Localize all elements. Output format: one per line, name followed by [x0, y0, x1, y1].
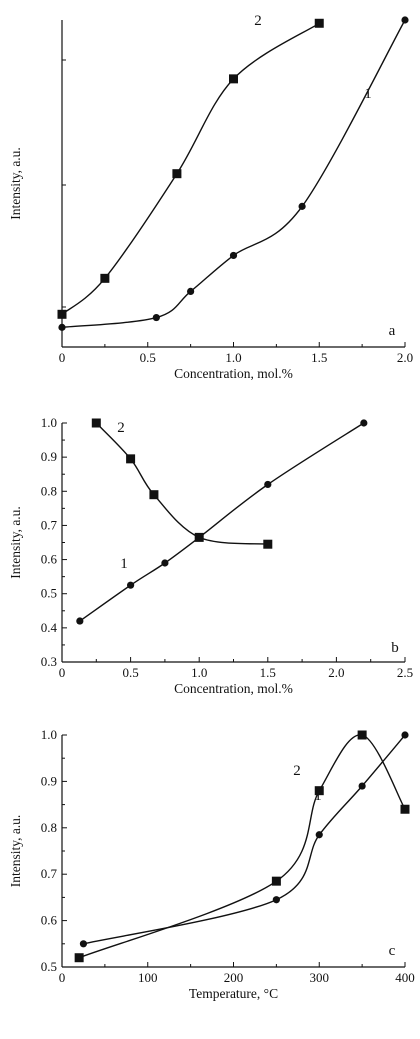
chart-b-x-tick-label: 2.5: [397, 665, 413, 680]
chart-a-series-1-point: [229, 251, 238, 260]
chart-b-series-2-point: [149, 490, 159, 500]
chart-a-x-tick-label: 0: [59, 350, 66, 365]
chart-b-y-tick-label: 1.0: [41, 415, 57, 430]
chart-a-x-tick-label: 2.0: [397, 350, 413, 365]
chart-c-series-2-point: [314, 786, 324, 796]
chart-a-series-2-point: [172, 169, 182, 179]
chart-b-series-1-point: [127, 581, 135, 589]
chart-b-y-tick-label: 0.9: [41, 449, 57, 464]
chart-c-panel-label: c: [389, 943, 396, 959]
chart-b-series-1-point: [360, 419, 368, 427]
chart-a-x-axis-label: Concentration, mol.%: [174, 366, 293, 381]
chart-c-series-1-point: [79, 940, 88, 948]
chart-a-series-1-point: [187, 287, 195, 296]
chart-c-x-tick-label: 100: [138, 970, 158, 985]
chart-c-y-tick-label: 0.6: [41, 913, 58, 928]
chart-b-x-tick-label: 0.5: [122, 665, 138, 680]
chart-b-y-tick-label: 0.5: [41, 586, 57, 601]
chart-c-series-2-point: [357, 730, 367, 740]
chart-c-series-2-point: [271, 876, 281, 886]
chart-b-y-tick-label: 0.3: [41, 654, 57, 669]
chart-b-series-2-point: [194, 532, 204, 542]
chart-c-series-1-point: [358, 782, 366, 790]
chart-c-series-1-point: [401, 731, 409, 739]
chart-b-series-2-point: [91, 418, 101, 428]
chart-a-series-1-line: [61, 19, 406, 329]
chart-b-series-label: 1: [120, 556, 128, 572]
chart-c-y-tick-label: 1.0: [41, 727, 57, 742]
chart-b-series-2-point: [126, 454, 136, 464]
chart-b-series-1-point: [264, 480, 272, 489]
chart-a-series-label: 1: [364, 86, 372, 102]
chart-b-y-tick-label: 0.4: [41, 620, 58, 635]
chart-c-series-2-line: [78, 734, 406, 959]
chart-c-x-tick-label: 300: [310, 970, 330, 985]
chart-a-series-2-point: [100, 273, 110, 283]
chart-c-series-label: 2: [293, 763, 301, 779]
chart-c-x-axis-label: Temperature, °C: [189, 986, 278, 1001]
chart-c-series-2-point: [74, 953, 84, 963]
chart-b-x-axis-label: Concentration, mol.%: [174, 681, 293, 696]
chart-b-series-1-point: [76, 617, 84, 625]
chart-a-panel-label: a: [389, 323, 396, 339]
chart-c-series-2-point: [400, 804, 410, 814]
chart-b-y-axis-label: Intensity, a.u.: [8, 506, 23, 579]
chart-c-series-label: 1: [314, 788, 322, 804]
chart-b-series-2-line: [95, 422, 268, 545]
chart-b-series-1-line: [79, 422, 365, 622]
chart-a-x-tick-label: 0.5: [140, 350, 156, 365]
chart-b-x-tick-label: 2.0: [328, 665, 344, 680]
chart-a-series-1-point: [152, 313, 160, 322]
chart-b-x-tick-label: 1.5: [260, 665, 276, 680]
chart-a-series-label: 2: [254, 13, 262, 29]
chart-a-series-1-point: [58, 323, 66, 331]
chart-a-series-1-point: [298, 202, 306, 210]
chart-a-y-axis-label: Intensity, a.u.: [8, 147, 23, 220]
chart-a-series-1-point: [401, 16, 409, 24]
chart-b-x-tick-label: 1.0: [191, 665, 207, 680]
chart-b-y-tick-label: 0.6: [41, 552, 58, 567]
chart-a-series-2-line: [61, 22, 320, 315]
chart-a-x-tick-label: 1.0: [225, 350, 241, 365]
chart-b-x-tick-label: 0: [59, 665, 66, 680]
chart-c-series-1-point: [272, 896, 280, 904]
chart-b-y-tick-label: 0.7: [41, 517, 58, 532]
chart-b-y-tick-label: 0.8: [41, 483, 57, 498]
chart-c-series-1-line: [83, 734, 406, 945]
chart-c-y-tick-label: 0.8: [41, 820, 57, 835]
chart-b-series-1-point: [161, 559, 169, 567]
chart-c-x-tick-label: 0: [59, 970, 66, 985]
chart-a-series-2-point: [229, 74, 238, 84]
chart-b-series-label: 2: [117, 420, 125, 436]
chart-c-y-tick-label: 0.9: [41, 773, 57, 788]
chart-c-y-axis-label: Intensity, a.u.: [8, 815, 23, 888]
chart-a-series-2-point: [314, 18, 324, 28]
chart-c-y-tick-label: 0.7: [41, 866, 58, 881]
chart-b-panel-label: b: [391, 640, 399, 656]
chart-b-series-2-point: [263, 539, 273, 549]
chart-a-series-2-point: [57, 309, 67, 319]
chart-c-series-1-point: [315, 831, 323, 839]
chart-c-x-tick-label: 400: [395, 970, 415, 985]
chart-c-y-tick-label: 0.5: [41, 959, 57, 974]
chart-c-x-tick-label: 200: [224, 970, 244, 985]
chart-a-x-tick-label: 1.5: [311, 350, 327, 365]
